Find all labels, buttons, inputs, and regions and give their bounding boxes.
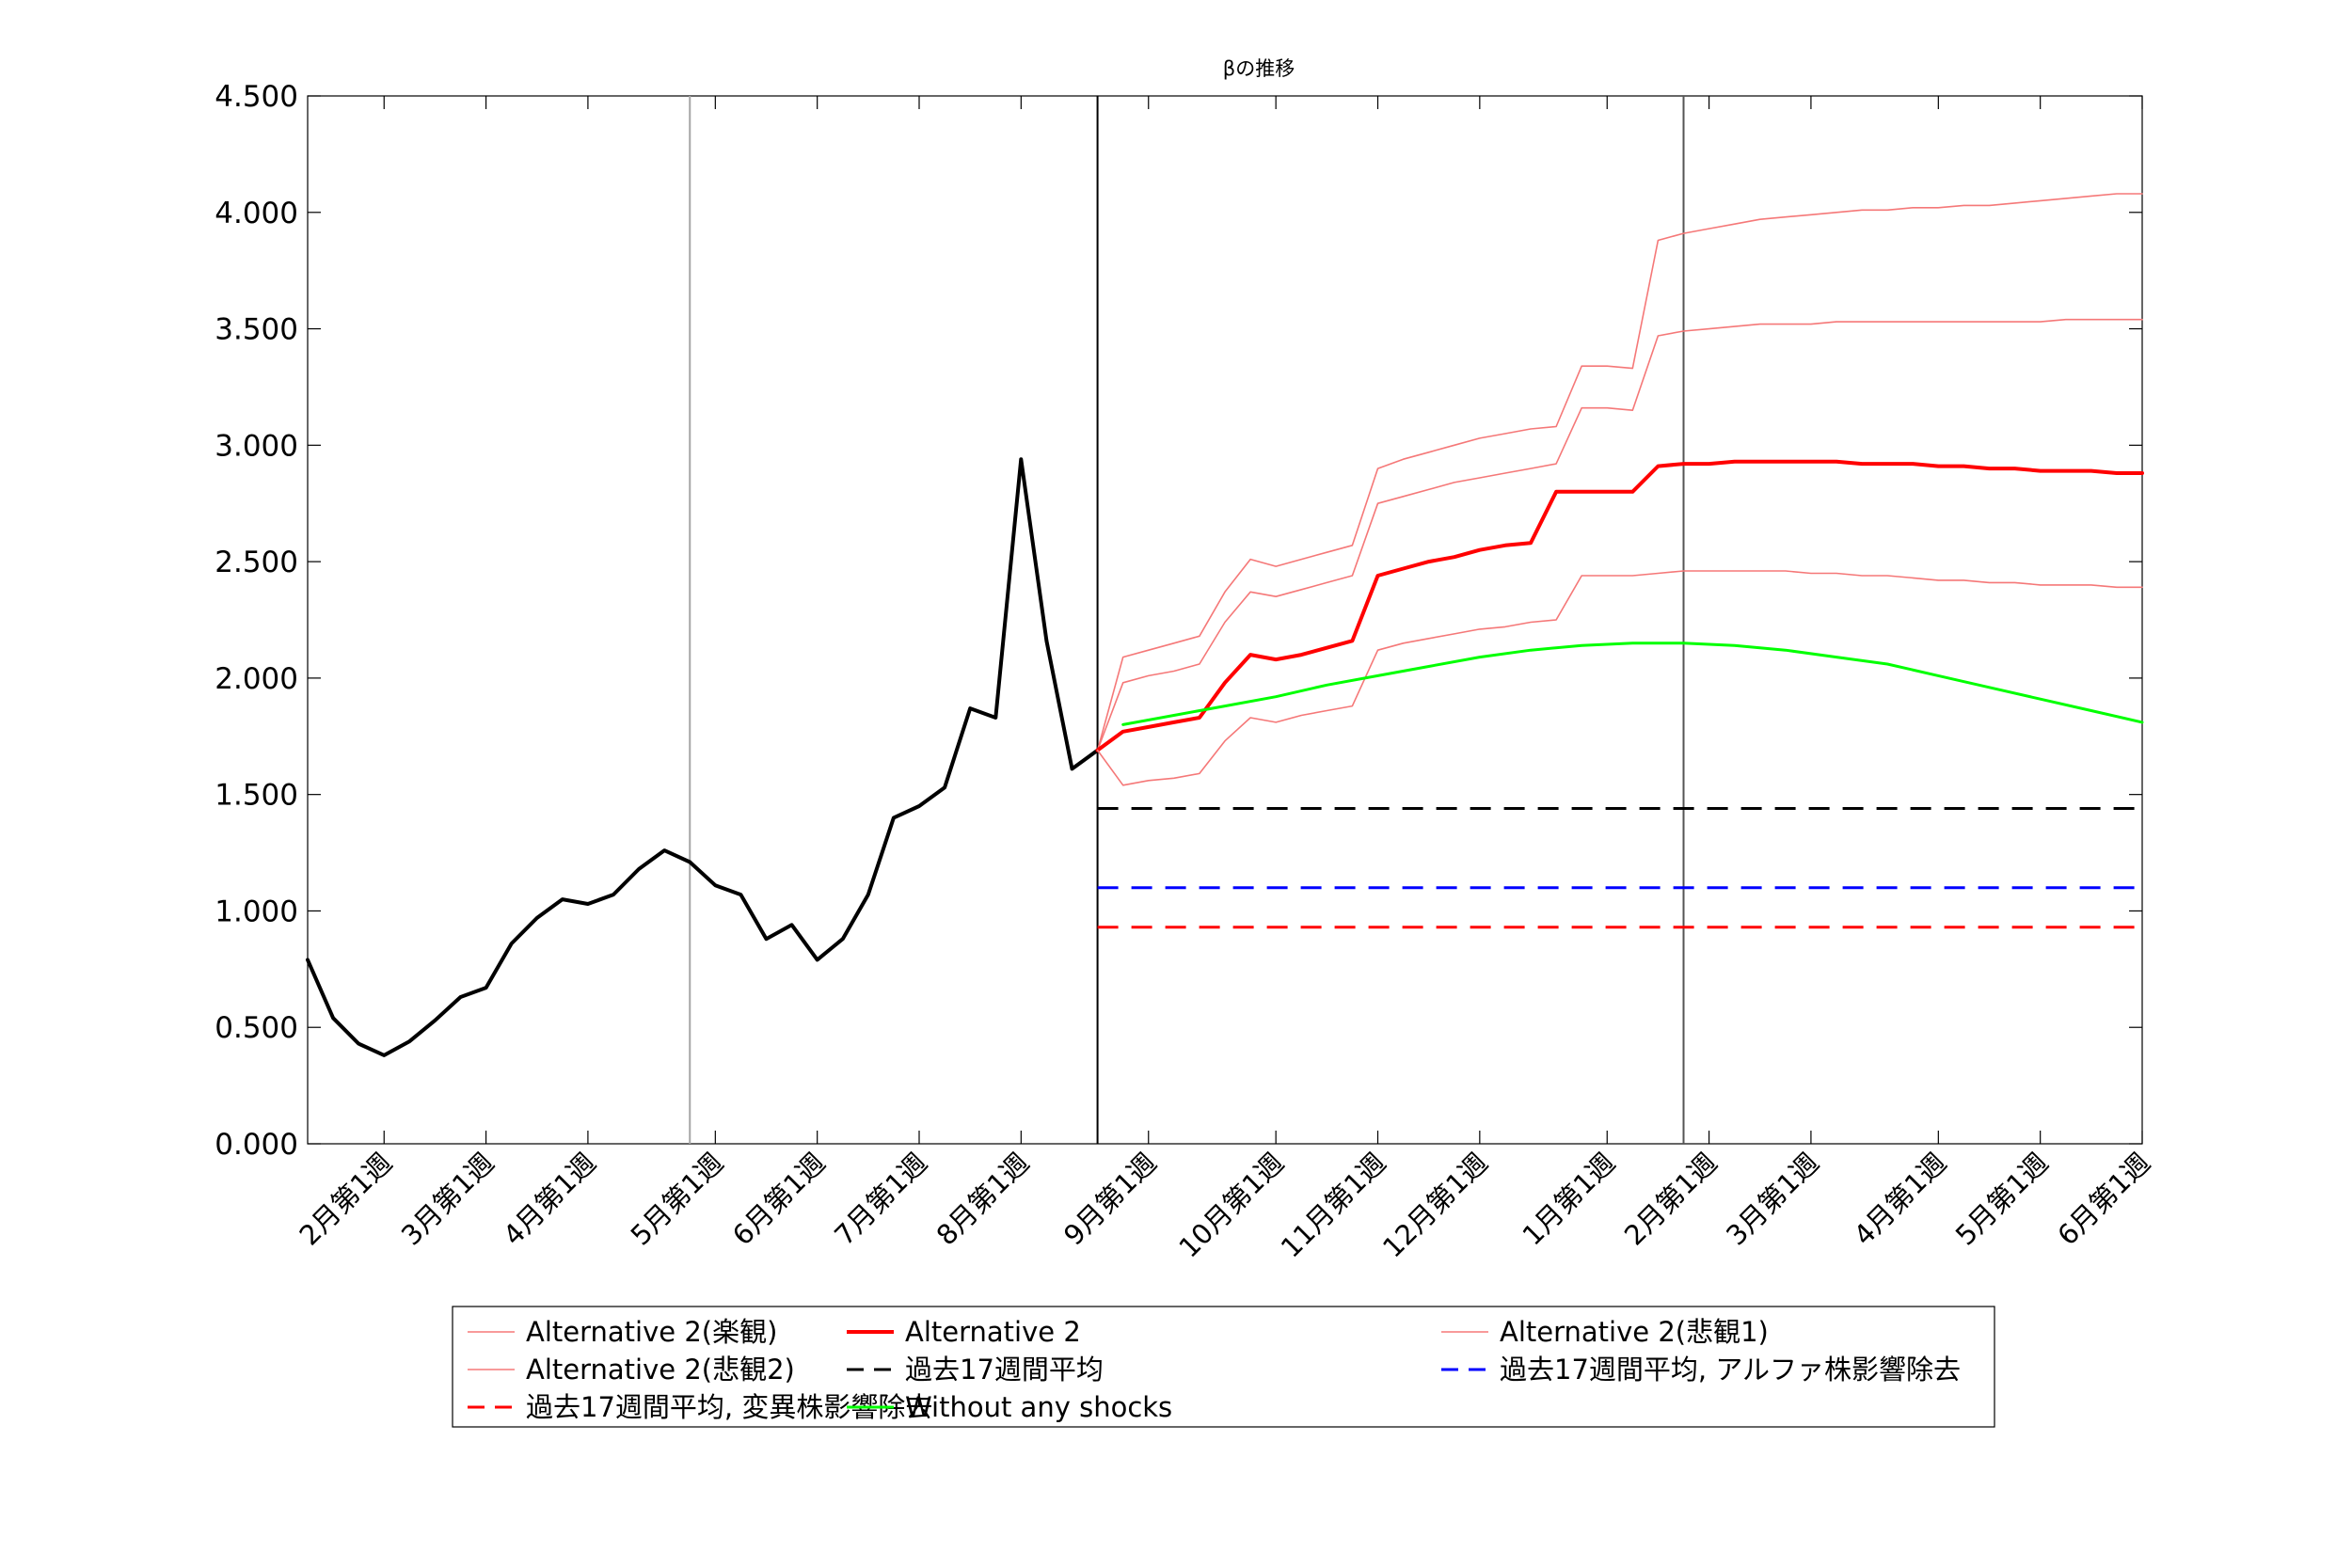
x-tick-label: 6月第1週 [726,1147,832,1252]
x-tick-label: 11月第1週 [1275,1147,1392,1264]
legend-entry-label: Alternative 2(悲観1) [1500,1316,1769,1348]
y-tick-label: 1.000 [215,895,298,928]
legend-entry-label: Alternative 2(楽観) [526,1316,777,1348]
x-tick-label: 9月第1週 [1057,1147,1163,1252]
series-line-1 [1096,193,2143,752]
y-tick-label: 4.000 [215,197,298,230]
legend-entry-label: Alternative 2(悲観2) [526,1354,795,1386]
x-tick-label: 5月第1週 [625,1147,730,1252]
legend-entry-label: Alternative 2 [905,1316,1081,1348]
series-line-3 [1095,459,2144,752]
series-line-8 [1121,641,2144,726]
y-tick-label: 2.000 [215,662,298,696]
x-tick-label: 3月第1週 [1720,1147,1825,1252]
axes-box [307,95,2143,1145]
x-tick-label: 12月第1週 [1376,1147,1494,1264]
x-tick-label: 6月第1週 [2051,1147,2156,1252]
series-line-2 [1096,318,2143,752]
series-line-0 [306,457,1100,1057]
y-tick-label: 4.500 [215,80,298,114]
legend: Alternative 2(楽観) Alternative 2(悲観2) 過去17週… [452,1306,1995,1428]
chart-title: βの推移 [1223,57,1295,80]
y-tick-label: 3.500 [215,313,298,347]
x-tick-label: 2月第1週 [1618,1147,1724,1252]
x-tick-label: 3月第1週 [395,1147,501,1252]
x-tick-label: 2月第1週 [294,1147,399,1252]
legend-entry-label: 過去17週間平均 [905,1354,1104,1386]
y-tick-label: 3.000 [215,429,298,463]
plot-area: 0.000 0.500 1.000 1.500 2.000 2.500 3.000 3.500… [215,80,2156,1264]
x-tick-label: 8月第1週 [930,1147,1036,1252]
y-tick-label: 2.500 [215,546,298,579]
y-tick-label: 0.500 [215,1011,298,1045]
y-tick-label: 1.500 [215,779,298,813]
series-line-5 [1096,570,2143,786]
x-tick-label: 4月第1週 [1848,1147,1953,1252]
x-tick-label: 7月第1週 [828,1147,933,1252]
x-tick-label: 1月第1週 [1517,1147,1622,1252]
x-tick-label: 10月第1週 [1172,1147,1290,1264]
legend-box [452,1306,1995,1428]
x-tick-label: 5月第1週 [1949,1147,2055,1252]
y-tick-label: 0.000 [215,1128,298,1162]
legend-entry-label: Without any shocks [905,1391,1172,1423]
x-tick-label: 4月第1週 [497,1147,602,1252]
legend-entry-label: 過去17週間平均, アルファ株影響除去 [1500,1354,1961,1386]
